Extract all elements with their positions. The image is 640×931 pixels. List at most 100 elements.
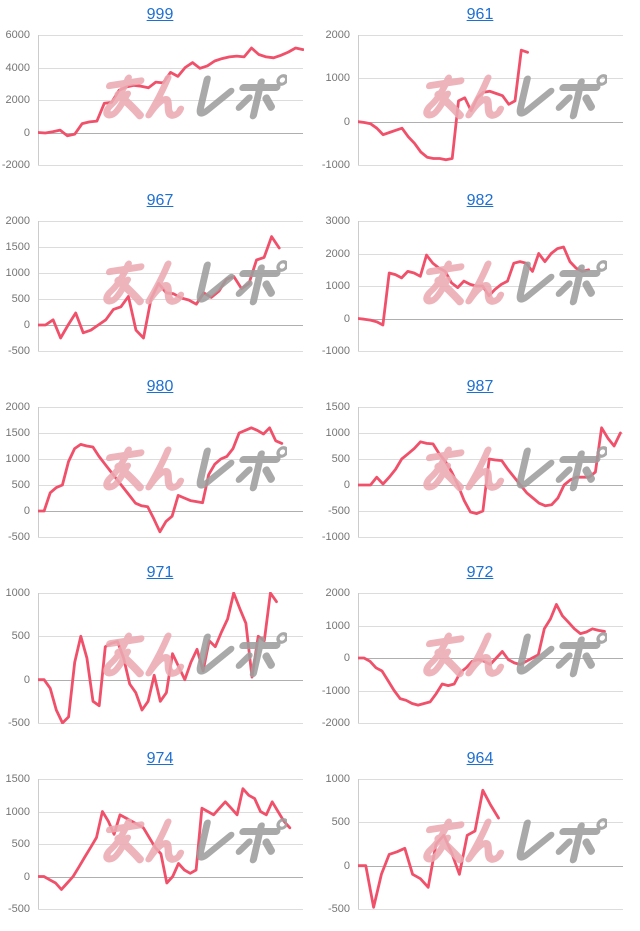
y-axis-labels: 1000 500 0 -500: [0, 587, 34, 744]
y-axis-label: -1000: [321, 159, 350, 171]
chart-cell: 980 2000 1500 1000 500 0 -500: [0, 372, 320, 558]
profit-line-chart: 6000 4000 2000 0 -2000: [0, 29, 320, 186]
chart-title-row: 967: [0, 186, 320, 216]
y-axis-label: 0: [343, 652, 350, 664]
y-axis-label: 1000: [325, 427, 350, 439]
chart-cell: 982 3000 2000 1000 0 -1000: [320, 186, 640, 372]
profit-line-chart: 1000 500 0 -500: [320, 773, 640, 930]
y-axis-labels: 2000 1000 0 -1000: [320, 29, 354, 186]
y-axis-label: 1000: [325, 280, 350, 292]
line-plot: [358, 779, 623, 910]
y-axis-label: -500: [327, 505, 350, 517]
y-axis-label: -1000: [321, 345, 350, 357]
profit-line-chart: 1500 1000 500 0 -500 -1000: [320, 401, 640, 558]
line-plot: [38, 407, 303, 538]
y-axis-label: 1000: [325, 619, 350, 632]
y-axis-label: -2000: [321, 717, 350, 729]
y-axis-labels: 1000 500 0 -500: [320, 773, 354, 930]
chart-title-row: 971: [0, 558, 320, 588]
line-plot: [38, 592, 303, 724]
line-plot: [38, 35, 304, 166]
profit-line-chart: 3000 2000 1000 0 -1000: [320, 215, 640, 372]
line-plot: [358, 407, 623, 538]
y-axis-label: 1500: [5, 241, 30, 253]
machine-number-link[interactable]: 980: [146, 378, 174, 395]
machine-number-link[interactable]: 964: [466, 750, 494, 767]
y-axis-label: 0: [343, 479, 350, 491]
y-axis-labels: 1500 1000 500 0 -500: [0, 773, 34, 930]
y-axis-label: 1000: [5, 587, 30, 599]
machine-number-link[interactable]: 967: [146, 192, 174, 209]
y-axis-label: 500: [331, 453, 350, 465]
y-axis-label: -500: [7, 903, 30, 915]
line-plot: [358, 221, 623, 352]
y-axis-label: 2000: [5, 401, 30, 413]
y-axis-label: 0: [23, 126, 30, 139]
y-axis-label: 0: [23, 870, 30, 883]
y-axis-label: -500: [7, 531, 30, 543]
chart-title-row: 961: [320, 0, 640, 30]
y-axis-labels: 1500 1000 500 0 -500 -1000: [320, 401, 354, 558]
machine-number-link[interactable]: 972: [466, 564, 494, 581]
chart-cell: 967 2000 1500 1000 500 0 -500: [0, 186, 320, 372]
machine-number-link[interactable]: 982: [466, 192, 494, 209]
machine-number-link[interactable]: 974: [146, 750, 174, 767]
machine-number-link[interactable]: 987: [466, 378, 494, 395]
profit-line-chart: 1500 1000 500 0 -500: [0, 773, 320, 930]
y-axis-label: 0: [343, 312, 350, 325]
y-axis-label: 1000: [325, 773, 350, 785]
chart-title-row: 982: [320, 186, 640, 216]
y-axis-labels: 3000 2000 1000 0 -1000: [320, 215, 354, 372]
chart-title-row: 972: [320, 558, 640, 588]
y-axis-label: 4000: [5, 61, 30, 74]
machine-number-link[interactable]: 999: [146, 6, 174, 23]
y-axis-label: -2000: [1, 159, 30, 171]
profit-line-chart: 2000 1000 0 -1000 -2000: [320, 587, 640, 744]
profit-line-chart: 2000 1000 0 -1000: [320, 29, 640, 186]
y-axis-label: 1000: [5, 805, 30, 818]
y-axis-label: -1000: [321, 684, 350, 697]
y-axis-label: 500: [331, 816, 350, 829]
y-axis-label: 500: [11, 630, 30, 643]
line-plot: [38, 779, 303, 910]
y-axis-labels: 2000 1500 1000 500 0 -500: [0, 215, 34, 372]
chart-cell: 971 1000 500 0 -500: [0, 558, 320, 744]
y-axis-label: 1500: [325, 401, 350, 413]
y-axis-label: 2000: [325, 29, 350, 41]
y-axis-label: 1500: [5, 773, 30, 785]
machine-number-link[interactable]: 971: [146, 564, 174, 581]
y-axis-label: 500: [11, 479, 30, 491]
y-axis-label: -500: [7, 717, 30, 729]
profit-line-chart: 1000 500 0 -500: [0, 587, 320, 744]
y-axis-label: 500: [11, 838, 30, 850]
y-axis-label: 3000: [325, 215, 350, 227]
chart-title-row: 974: [0, 744, 320, 774]
y-axis-labels: 2000 1500 1000 500 0 -500: [0, 401, 34, 558]
y-axis-label: 2000: [5, 215, 30, 227]
y-axis-label: 500: [11, 293, 30, 305]
y-axis-label: 0: [23, 673, 30, 686]
chart-cell: 987 1500 1000 500 0 -500 -1000: [320, 372, 640, 558]
line-plot: [358, 35, 623, 166]
y-axis-label: 0: [343, 859, 350, 872]
chart-title-row: 980: [0, 372, 320, 402]
y-axis-label: 2000: [5, 94, 30, 106]
chart-title-row: 987: [320, 372, 640, 402]
y-axis-label: 1500: [5, 427, 30, 439]
machine-number-link[interactable]: 961: [466, 6, 494, 23]
y-axis-label: -1000: [321, 531, 350, 543]
y-axis-label: 0: [23, 319, 30, 331]
y-axis-label: -500: [327, 903, 350, 915]
chart-cell: 999 6000 4000 2000 0 -2000: [0, 0, 320, 186]
chart-cell: 961 2000 1000 0 -1000: [320, 0, 640, 186]
y-axis-label: 0: [343, 115, 350, 128]
chart-cell: 974 1500 1000 500 0 -500: [0, 744, 320, 930]
y-axis-label: 0: [23, 505, 30, 517]
y-axis-labels: 2000 1000 0 -1000 -2000: [320, 587, 354, 744]
chart-cell: 972 2000 1000 0 -1000 -2000: [320, 558, 640, 744]
chart-title-row: 964: [320, 744, 640, 774]
line-plot: [38, 221, 303, 352]
y-axis-label: 1000: [325, 72, 350, 85]
y-axis-labels: 6000 4000 2000 0 -2000: [0, 29, 34, 186]
y-axis-label: -500: [7, 345, 30, 357]
